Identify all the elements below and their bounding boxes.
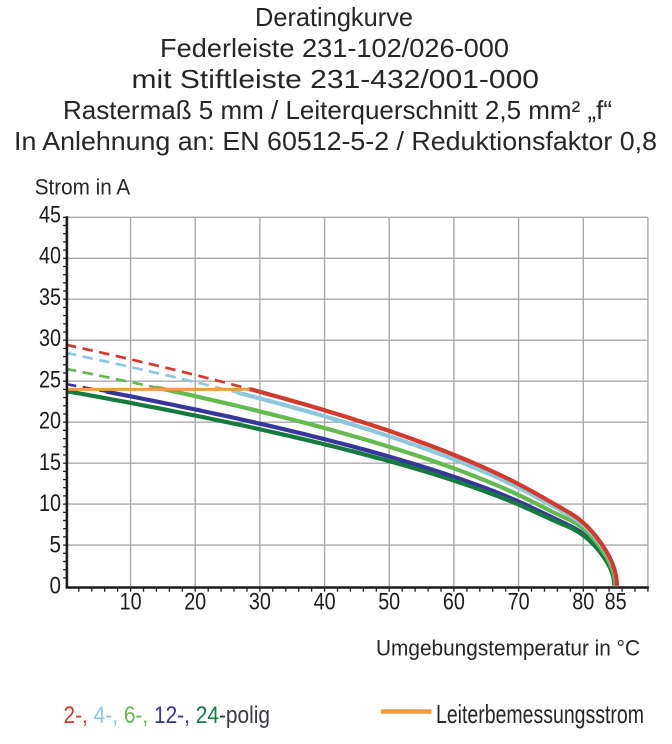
svg-text:30: 30 [249, 589, 271, 616]
svg-text:Deratingkurve: Deratingkurve [255, 2, 413, 32]
svg-text:85: 85 [605, 589, 627, 616]
svg-text:20: 20 [39, 408, 61, 435]
svg-text:60: 60 [443, 589, 465, 616]
svg-text:50: 50 [378, 589, 400, 616]
svg-text:40: 40 [314, 589, 336, 616]
svg-text:2-, 4-, 6-, 12-, 24-polig: 2-, 4-, 6-, 12-, 24-polig [64, 702, 271, 729]
svg-text:20: 20 [184, 589, 206, 616]
svg-text:mit Stiftleiste 231-432/001-00: mit Stiftleiste 231-432/001-000 [132, 64, 540, 94]
svg-text:Leiterbemessungsstrom: Leiterbemessungsstrom [436, 699, 644, 729]
svg-text:25: 25 [39, 366, 61, 393]
svg-text:70: 70 [508, 589, 530, 616]
svg-text:In Anlehnung an: EN 60512-5-2: In Anlehnung an: EN 60512-5-2 / Reduktio… [14, 126, 657, 156]
svg-text:15: 15 [39, 449, 61, 476]
svg-text:35: 35 [39, 284, 61, 311]
svg-text:Strom in A: Strom in A [35, 175, 131, 200]
svg-text:Rastermaß 5 mm / Leiterquersch: Rastermaß 5 mm / Leiterquerschnitt 2,5 m… [63, 95, 612, 125]
svg-text:10: 10 [120, 589, 142, 616]
svg-text:40: 40 [39, 243, 61, 270]
svg-text:Federleiste 231-102/026-000: Federleiste 231-102/026-000 [160, 33, 509, 63]
svg-text:30: 30 [39, 325, 61, 352]
svg-text:0: 0 [50, 573, 62, 600]
svg-text:10: 10 [39, 490, 61, 517]
svg-text:80: 80 [572, 589, 594, 616]
svg-text:45: 45 [39, 201, 61, 228]
svg-text:5: 5 [50, 531, 62, 558]
svg-text:Umgebungstemperatur in °C: Umgebungstemperatur in °C [376, 636, 640, 661]
